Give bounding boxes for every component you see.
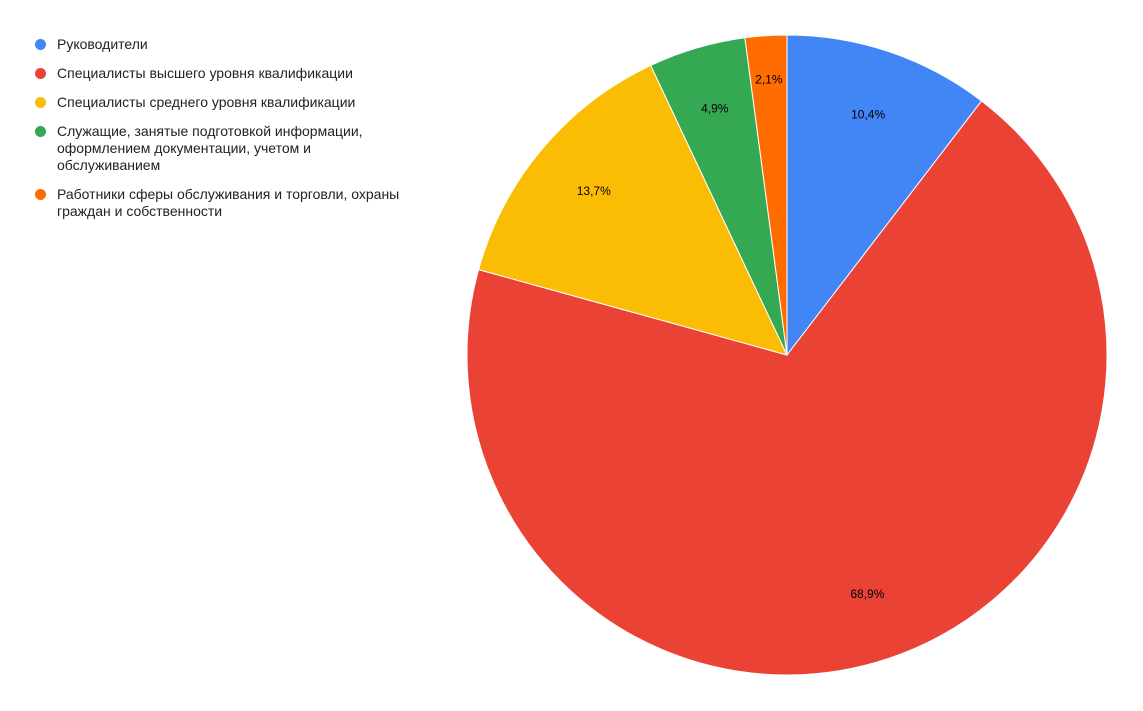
legend-item-mid-specialists[interactable]: Специалисты среднего уровня квалификации [34, 94, 414, 111]
legend-item-service-workers[interactable]: Работники сферы обслуживания и торговли,… [34, 186, 414, 220]
slice-label-service-workers: 2,1% [755, 73, 783, 87]
legend-swatch [35, 97, 46, 108]
legend-label: Служащие, занятые подготовкой информации… [57, 123, 363, 173]
legend-swatch [35, 68, 46, 79]
legend-item-managers[interactable]: Руководители [34, 36, 414, 53]
pie-slice-managers[interactable] [786, 34, 983, 357]
legend-swatch [35, 39, 46, 50]
legend-item-clerks[interactable]: Служащие, занятые подготовкой информации… [34, 123, 414, 174]
legend-label: Работники сферы обслуживания и торговли,… [57, 186, 400, 219]
pie-slice-service-workers[interactable] [744, 34, 788, 356]
legend-swatch [35, 189, 46, 200]
legend-label: Специалисты среднего уровня квалификации [57, 94, 356, 110]
pie-slice-mid-specialists[interactable] [477, 64, 788, 356]
slice-label-clerks: 4,9% [701, 102, 729, 116]
slice-label-senior-specialists: 68,9% [850, 587, 884, 601]
legend-label: Руководители [57, 36, 148, 52]
slice-label-managers: 10,4% [851, 108, 885, 122]
pie-slice-senior-specialists[interactable] [466, 100, 1108, 676]
slice-label-mid-specialists: 13,7% [577, 184, 611, 198]
legend-item-senior-specialists[interactable]: Специалисты высшего уровня квалификации [34, 65, 414, 82]
chart-legend: Руководители Специалисты высшего уровня … [34, 36, 414, 232]
legend-label: Специалисты высшего уровня квалификации [57, 65, 353, 81]
legend-swatch [35, 126, 46, 137]
